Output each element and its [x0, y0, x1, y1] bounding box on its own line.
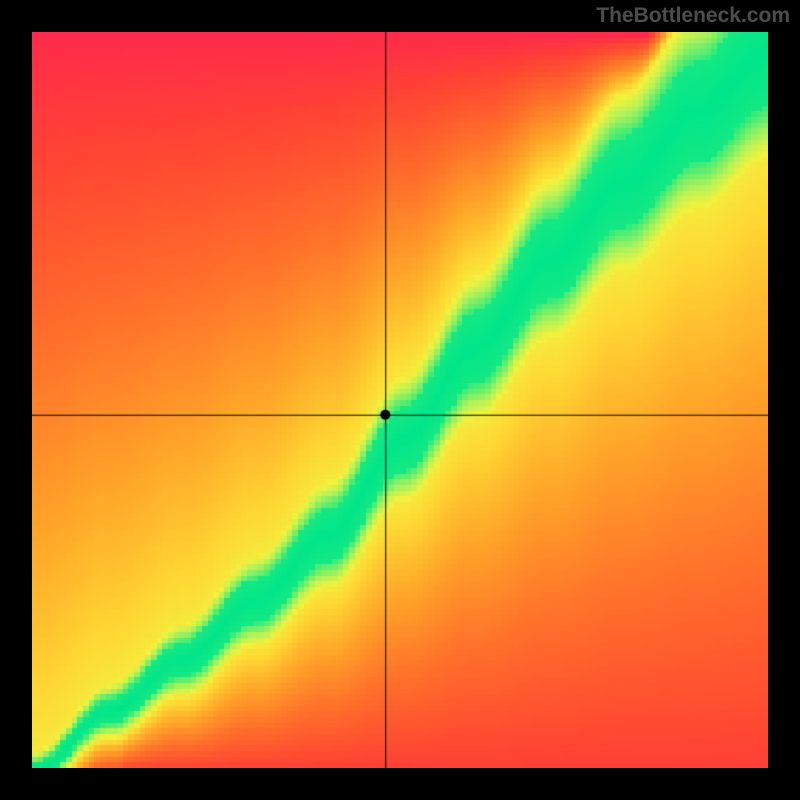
chart-container: TheBottleneck.com: [0, 0, 800, 800]
plot-area: [32, 32, 768, 768]
heatmap-canvas: [32, 32, 768, 768]
watermark-text: TheBottleneck.com: [596, 4, 790, 28]
